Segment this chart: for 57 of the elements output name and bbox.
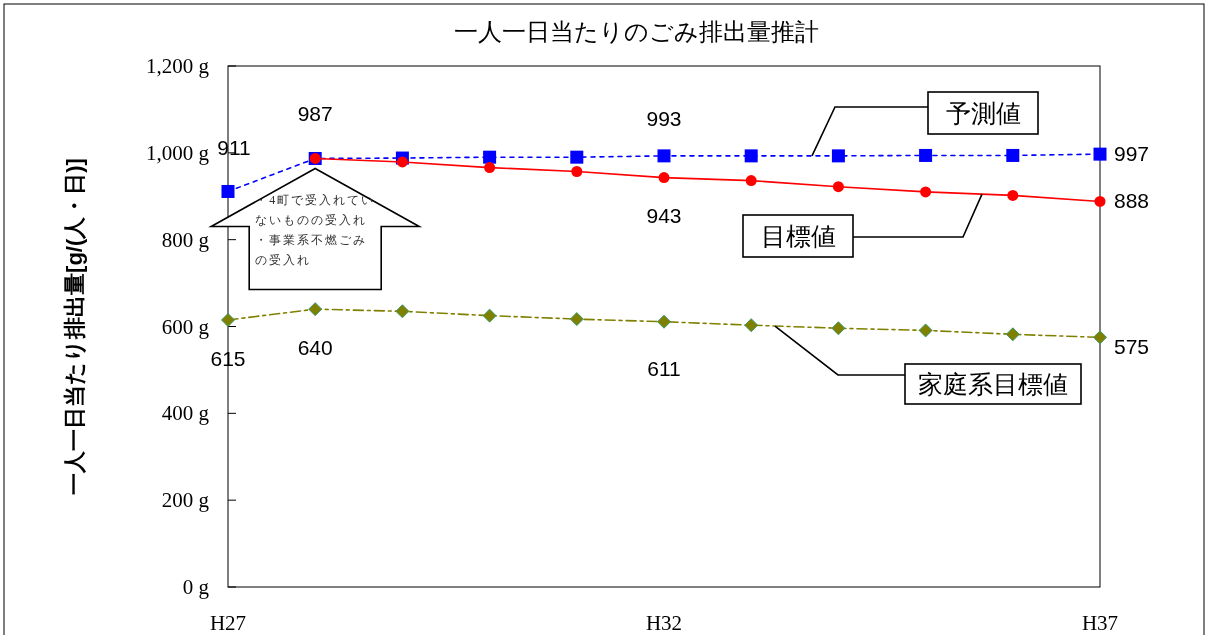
point	[657, 314, 671, 329]
data-label: 615	[210, 346, 246, 370]
data-label: 993	[646, 106, 682, 130]
y-tick-label: 1,200 g	[146, 54, 210, 78]
point	[1093, 330, 1107, 345]
point	[1094, 195, 1106, 207]
x-tick-label: H37	[1081, 611, 1119, 635]
y-axis-title: 一人一日当たり排出量[g/(人・日)]	[62, 158, 87, 495]
data-label: 997	[1114, 142, 1150, 166]
data-label: 888	[1114, 189, 1150, 213]
data-label: 911	[217, 136, 251, 160]
x-tick-label: H32	[645, 611, 683, 635]
point	[482, 308, 497, 323]
point	[657, 149, 671, 163]
point	[831, 321, 846, 336]
data-label: 987	[297, 102, 333, 126]
point	[221, 312, 235, 327]
annotation: ・事業系不燃ごみの受入れ	[255, 233, 368, 268]
y-tick-label: 800 g	[161, 227, 210, 252]
point	[920, 186, 932, 198]
point	[396, 156, 408, 168]
annotation: ・4町で受入れていないものの受入れ	[255, 193, 376, 228]
series-label: 予測値	[945, 99, 1021, 127]
series-label: 家庭系目標値	[918, 370, 1068, 398]
point	[1093, 147, 1107, 161]
point	[831, 149, 845, 163]
point	[1006, 148, 1020, 162]
point	[919, 148, 933, 162]
point	[483, 150, 497, 164]
y-tick-label: 1,000 g	[146, 140, 210, 165]
point	[832, 181, 844, 193]
point	[571, 166, 583, 177]
chart-title: 一人一日当たりのごみ排出量推計	[453, 19, 819, 45]
point	[221, 184, 235, 198]
arrow-note: ・4町で受入れていないものの受入れ ・事業系不燃ごみの受入れ	[208, 167, 423, 291]
point	[1005, 327, 1020, 342]
point	[570, 150, 584, 164]
data-label: 640	[297, 336, 333, 360]
y-tick-label: 400 g	[161, 401, 210, 426]
point	[1007, 189, 1019, 201]
point	[744, 318, 759, 333]
point	[658, 172, 670, 184]
point	[918, 323, 933, 338]
point	[395, 304, 410, 319]
point	[744, 149, 758, 163]
point	[569, 312, 584, 327]
data-label: 575	[1114, 335, 1150, 359]
series-label: 目標値	[760, 222, 836, 250]
point	[308, 302, 323, 317]
point	[484, 162, 496, 174]
data-label: 943	[646, 203, 682, 227]
y-tick-label: 200 g	[161, 488, 210, 513]
data-label: 611	[647, 356, 681, 380]
y-tick-label: 0 g	[182, 575, 210, 599]
x-tick-label: H27	[209, 611, 247, 635]
y-tick-label: 600 g	[161, 314, 210, 339]
point	[745, 175, 757, 187]
